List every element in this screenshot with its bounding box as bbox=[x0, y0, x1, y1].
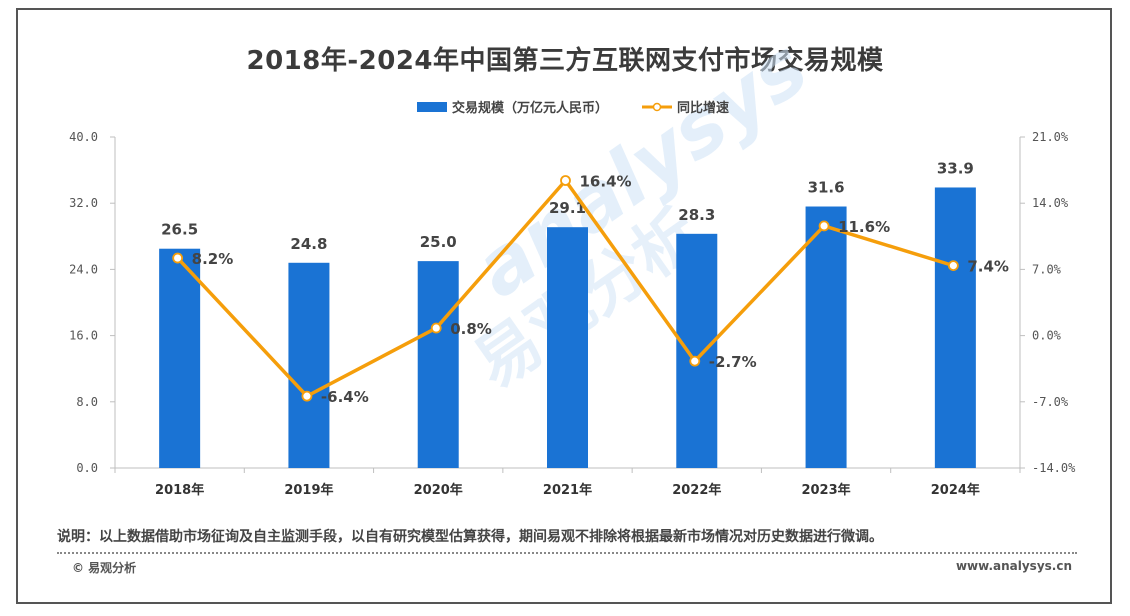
chart-title: 2018年-2024年中国第三方互联网支付市场交易规模 bbox=[246, 46, 884, 76]
y-right-tick-label: 14.0% bbox=[1032, 196, 1069, 210]
line-data-label: 8.2% bbox=[192, 250, 234, 268]
line-point bbox=[430, 322, 442, 334]
line-data-label: 7.4% bbox=[967, 258, 1009, 276]
x-tick-label: 2022年 bbox=[672, 482, 721, 498]
bar bbox=[417, 261, 459, 468]
x-tick-label: 2019年 bbox=[284, 482, 333, 498]
x-tick-label: 2021年 bbox=[543, 482, 592, 498]
line-data-label: -6.4% bbox=[321, 388, 369, 406]
brand-label: © 易观分析 bbox=[72, 561, 137, 575]
y-left-tick-label: 8.0 bbox=[76, 395, 98, 409]
website-link[interactable]: www.analysys.cn bbox=[955, 559, 1072, 573]
y-left-tick-label: 0.0 bbox=[76, 461, 98, 475]
bar-data-label: 24.8 bbox=[290, 235, 327, 253]
x-tick-label: 2023年 bbox=[801, 482, 850, 498]
y-right-tick-label: -7.0% bbox=[1032, 395, 1069, 409]
line-point bbox=[172, 252, 184, 264]
line-point bbox=[947, 260, 959, 272]
bar-series: 26.5 24.8 25.0 29.1 28.3 31.6 33.9 bbox=[159, 159, 976, 469]
bar-data-label: 29.1 bbox=[549, 199, 586, 217]
legend-swatch-marker bbox=[652, 102, 662, 112]
legend-label-line: 同比增速 bbox=[677, 100, 729, 116]
bar bbox=[159, 248, 201, 468]
bar bbox=[676, 233, 718, 468]
axes: 0.0 8.0 16.0 24.0 32.0 40.0 -14.0% -7.0% 0.0% 7.0… bbox=[69, 130, 1076, 498]
bar-data-label: 25.0 bbox=[420, 233, 457, 251]
line-point bbox=[560, 175, 571, 186]
footnote: 说明：以上数据借助市场征询及自主监测手段，以自有研究模型估算获得，期间易观不排除… bbox=[57, 529, 883, 545]
y-left-tick-label: 40.0 bbox=[69, 130, 98, 144]
footer-divider bbox=[57, 552, 1077, 554]
bar bbox=[547, 227, 588, 468]
y-right-tick-label: 21.0% bbox=[1032, 130, 1069, 144]
line-data-label: -2.7% bbox=[709, 353, 757, 371]
line-point bbox=[689, 355, 701, 367]
bar-data-label: 26.5 bbox=[161, 221, 198, 239]
y-left-tick-label: 24.0 bbox=[69, 262, 98, 276]
legend-label-bar: 交易规模（万亿元人民币） bbox=[452, 100, 608, 116]
x-tick-label: 2024年 bbox=[931, 482, 980, 498]
line-data-label: 0.8% bbox=[450, 320, 492, 338]
y-right-tick-label: 0.0% bbox=[1032, 329, 1062, 343]
line-series: 8.2% -6.4% 0.8% 16.4% -2.7% 11.6% 7.4% bbox=[172, 173, 1009, 406]
x-tick-label: 2020年 bbox=[414, 482, 463, 498]
bar bbox=[288, 262, 330, 468]
bar-data-label: 31.6 bbox=[808, 179, 845, 197]
bar bbox=[805, 206, 847, 468]
y-right-tick-label: -14.0% bbox=[1032, 461, 1076, 475]
legend: 交易规模（万亿元人民币） 同比增速 bbox=[417, 100, 729, 116]
y-left-tick-label: 16.0 bbox=[69, 329, 98, 343]
legend-swatch-bar bbox=[417, 102, 447, 112]
bar-data-label: 33.9 bbox=[937, 159, 974, 177]
line-point bbox=[301, 390, 313, 402]
watermark: analysys易观分析 bbox=[459, 23, 824, 403]
y-left-tick-label: 32.0 bbox=[69, 196, 98, 210]
line-point bbox=[818, 220, 830, 232]
bar-data-label: 28.3 bbox=[678, 206, 715, 224]
y-right-tick-label: 7.0% bbox=[1032, 262, 1062, 276]
line-data-label: 11.6% bbox=[838, 218, 890, 236]
x-tick-label: 2018年 bbox=[155, 482, 204, 498]
line-data-label: 16.4% bbox=[580, 173, 632, 191]
bar bbox=[934, 187, 976, 469]
